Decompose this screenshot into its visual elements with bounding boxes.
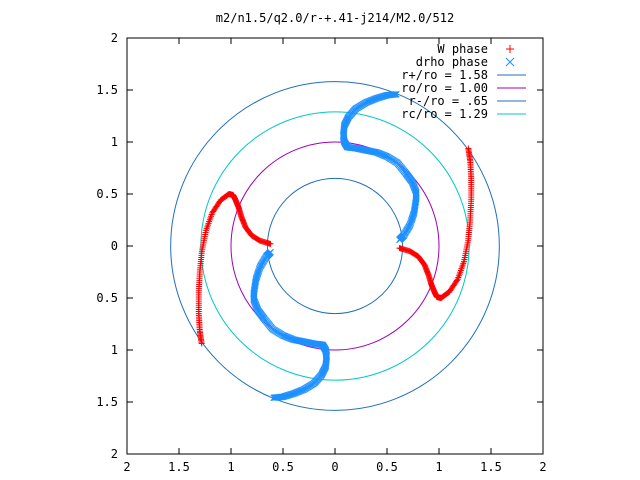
x-tick-label: 0.5 — [376, 460, 398, 474]
data-points — [195, 90, 475, 402]
y-tick-label: 2 — [111, 447, 118, 461]
x-tick-label: 2 — [123, 460, 130, 474]
legend-label: r+/ro = 1.58 — [401, 68, 488, 82]
x-tick-label: 1 — [227, 460, 234, 474]
legend-label: r-/ro = .65 — [409, 94, 488, 108]
legend-cross-marker — [505, 57, 515, 67]
circle-curve — [230, 141, 440, 351]
drho-phase-point — [270, 394, 277, 402]
drho-phase-point — [390, 91, 398, 98]
w-phase-point — [465, 145, 472, 152]
y-tick-label: 1.5 — [96, 83, 118, 97]
drho-phase-point — [271, 394, 279, 401]
y-tick-label: 0.5 — [96, 187, 118, 201]
y-tick-label: 0.5 — [96, 291, 118, 305]
w-phase-point — [198, 340, 205, 347]
legend-label: drho phase — [416, 55, 488, 69]
drho-phase-point — [391, 91, 399, 98]
y-tick-label: 1.5 — [96, 395, 118, 409]
drho-phase-point — [410, 210, 417, 218]
drho-phase-point — [253, 274, 260, 282]
circle-curves — [170, 81, 500, 411]
circle-curve — [266, 177, 404, 315]
y-tick-label: 0 — [111, 239, 118, 253]
w-phase-point — [210, 208, 217, 215]
plot-frame — [126, 37, 544, 455]
drho-phase-point — [393, 90, 400, 98]
legend-label: rc/ro = 1.29 — [401, 107, 488, 121]
drho-phase-point — [272, 394, 280, 401]
x-tick-label: 1.5 — [168, 460, 190, 474]
w-phase-point — [453, 277, 460, 284]
legend-label: W phase — [437, 42, 488, 56]
circle-curve — [200, 111, 470, 381]
circle-curve — [170, 81, 500, 411]
y-tick-label: 1 — [111, 135, 118, 149]
x-tick-label: 0 — [331, 460, 338, 474]
y-tick-label: 2 — [111, 31, 118, 45]
x-tick-label: 0.5 — [272, 460, 294, 474]
chart-title: m2/n1.5/q2.0/r-+.41-j214/M2.0/512 — [216, 11, 454, 25]
x-tick-label: 2 — [539, 460, 546, 474]
legend-label: ro/ro = 1.00 — [401, 81, 488, 95]
y-tick-label: 1 — [111, 343, 118, 357]
axis-ticks: 2 1.5 1 0.5 0 0.5 1 1.5 221.510.500.511.52 — [96, 31, 546, 474]
legend-plus-marker — [506, 45, 514, 53]
x-tick-label: 1 — [435, 460, 442, 474]
x-tick-label: 1.5 — [480, 460, 502, 474]
